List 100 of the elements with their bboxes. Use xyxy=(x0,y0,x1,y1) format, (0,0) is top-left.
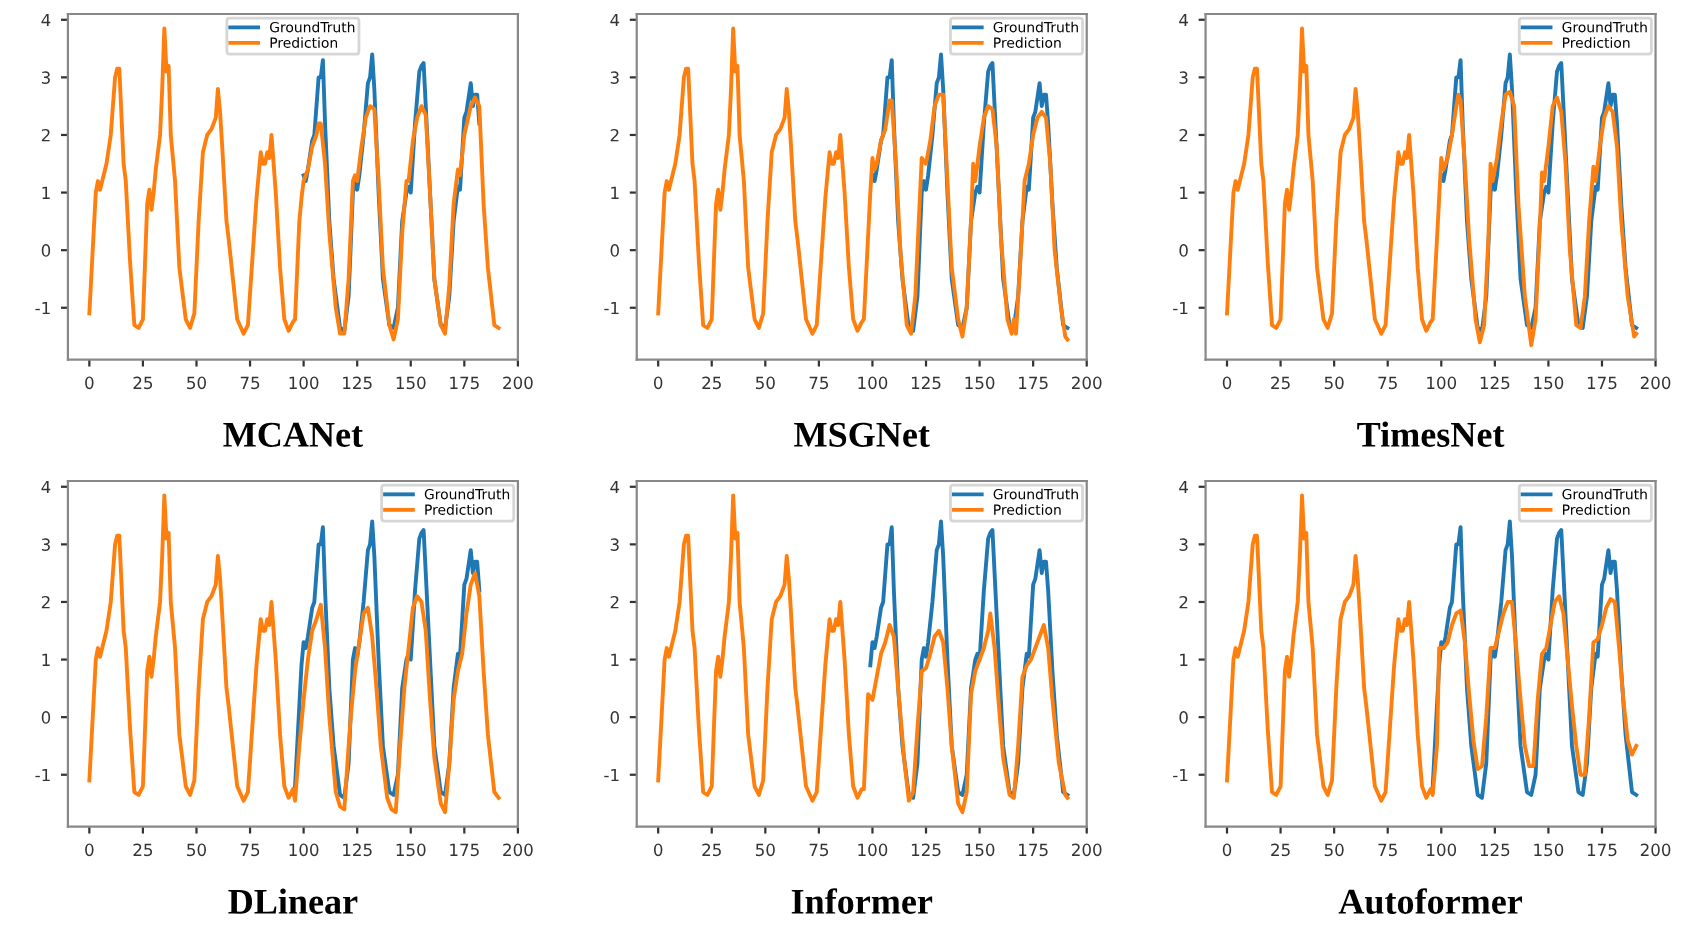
y-tick-label: 0 xyxy=(41,711,51,724)
y-tick-label: 1 xyxy=(1180,186,1188,199)
x-tick-label: 125 xyxy=(911,843,941,857)
x-tick-label: 50 xyxy=(187,843,206,857)
x-tick-label: 75 xyxy=(240,843,260,857)
x-tick-label: 200 xyxy=(503,376,533,390)
x-tick-label: 50 xyxy=(1324,376,1344,390)
x-tick-label: 175 xyxy=(450,376,479,390)
x-tick-label: 100 xyxy=(289,843,319,857)
x-tick-label: 200 xyxy=(1640,376,1671,390)
text: MSGNet xyxy=(794,422,930,447)
y-tick-label: -1 xyxy=(35,301,50,315)
y-tick-label: 0 xyxy=(1179,244,1188,257)
x-tick-label: 25 xyxy=(1271,376,1290,390)
y-tick-label: 2 xyxy=(41,595,50,609)
y-tick-label: 4 xyxy=(1179,13,1188,27)
x-tick-label: 150 xyxy=(396,843,426,857)
y-tick-label: 1 xyxy=(42,653,50,666)
y-tick-label: 4 xyxy=(41,13,51,27)
x-tick-label: 125 xyxy=(343,843,372,857)
x-tick-label: 125 xyxy=(911,376,941,390)
x-tick-label: 100 xyxy=(1427,843,1457,857)
y-tick-label: -1 xyxy=(1173,768,1188,782)
x-tick-label: 150 xyxy=(1534,843,1564,857)
y-tick-label: 4 xyxy=(1179,480,1188,494)
x-tick-label: 0 xyxy=(653,376,663,390)
x-tick-label: 75 xyxy=(809,843,829,857)
y-tick-label: 1 xyxy=(611,653,619,666)
x-tick-label: 125 xyxy=(343,376,372,390)
y-tick-label: 3 xyxy=(1179,538,1188,551)
x-tick-label: 150 xyxy=(396,376,426,390)
x-tick-label: 100 xyxy=(289,376,319,390)
y-tick-label: -1 xyxy=(604,768,619,782)
x-tick-label: 175 xyxy=(450,843,479,857)
y-tick-label: 3 xyxy=(1179,71,1188,84)
y-tick-label: 0 xyxy=(41,244,51,257)
y-tick-label: 4 xyxy=(610,13,620,27)
x-tick-label: 25 xyxy=(133,843,153,857)
x-tick-label: 25 xyxy=(1271,843,1290,857)
x-tick-label: 150 xyxy=(965,843,995,857)
y-tick-label: 2 xyxy=(41,128,50,142)
text: TimesNet xyxy=(1357,421,1505,447)
x-tick-label: 200 xyxy=(1072,843,1102,857)
y-tick-label: -1 xyxy=(35,768,50,782)
x-tick-label: 50 xyxy=(756,843,775,857)
y-tick-label: 4 xyxy=(41,480,51,494)
x-tick-label: 25 xyxy=(133,376,153,390)
x-tick-label: 200 xyxy=(1072,376,1102,390)
y-tick-label: 1 xyxy=(1180,653,1188,666)
text: Autoformer xyxy=(1338,888,1523,915)
x-tick-label: 200 xyxy=(1640,843,1671,857)
x-tick-label: 125 xyxy=(1480,843,1510,857)
y-tick-label: 1 xyxy=(42,186,50,199)
x-tick-label: 175 xyxy=(1587,376,1617,390)
x-tick-label: 0 xyxy=(653,843,663,857)
x-tick-label: 200 xyxy=(503,843,533,857)
x-tick-label: 75 xyxy=(1378,376,1397,390)
y-tick-label: 2 xyxy=(610,128,619,142)
y-tick-label: -1 xyxy=(1173,301,1188,315)
x-tick-label: 50 xyxy=(1324,843,1344,857)
x-tick-label: 175 xyxy=(1587,843,1617,857)
x-tick-label: 75 xyxy=(240,376,260,390)
y-tick-label: 3 xyxy=(610,538,619,551)
text: MCANet xyxy=(223,422,363,447)
y-tick-label: 3 xyxy=(41,71,50,84)
y-tick-label: 3 xyxy=(41,538,50,551)
y-tick-label: 0 xyxy=(1179,711,1188,724)
y-tick-label: 0 xyxy=(610,711,619,724)
y-tick-label: 0 xyxy=(610,244,619,257)
x-tick-label: 25 xyxy=(702,843,721,857)
x-tick-label: 0 xyxy=(85,376,94,390)
x-tick-label: 175 xyxy=(1019,843,1048,857)
x-tick-label: 150 xyxy=(965,376,995,390)
y-tick-label: 2 xyxy=(1179,595,1188,609)
x-tick-label: 50 xyxy=(756,376,775,390)
line-series xyxy=(1439,52,1639,333)
text: DLinear xyxy=(228,888,358,914)
x-tick-label: 100 xyxy=(858,376,888,390)
x-tick-label: 75 xyxy=(1378,843,1397,857)
x-tick-label: 75 xyxy=(809,376,829,390)
y-tick-label: 3 xyxy=(610,71,619,84)
x-tick-label: 150 xyxy=(1534,376,1564,390)
x-tick-label: 175 xyxy=(1019,376,1048,390)
y-tick-label: -1 xyxy=(604,301,619,315)
y-tick-label: 2 xyxy=(1179,128,1188,142)
x-tick-label: 50 xyxy=(187,376,206,390)
x-tick-label: 0 xyxy=(85,843,94,857)
x-tick-label: 0 xyxy=(1222,376,1232,390)
x-tick-label: 100 xyxy=(1427,376,1457,390)
y-tick-label: 4 xyxy=(610,480,620,494)
y-tick-label: 2 xyxy=(610,595,619,609)
x-tick-label: 125 xyxy=(1480,376,1510,390)
x-tick-label: 25 xyxy=(702,376,721,390)
text: Informer xyxy=(791,888,933,914)
x-tick-label: 0 xyxy=(1222,843,1232,857)
line-series xyxy=(1430,519,1639,800)
x-tick-label: 100 xyxy=(858,843,888,857)
line-series xyxy=(293,519,482,800)
y-tick-label: 1 xyxy=(611,186,619,199)
line-series xyxy=(868,519,1070,800)
